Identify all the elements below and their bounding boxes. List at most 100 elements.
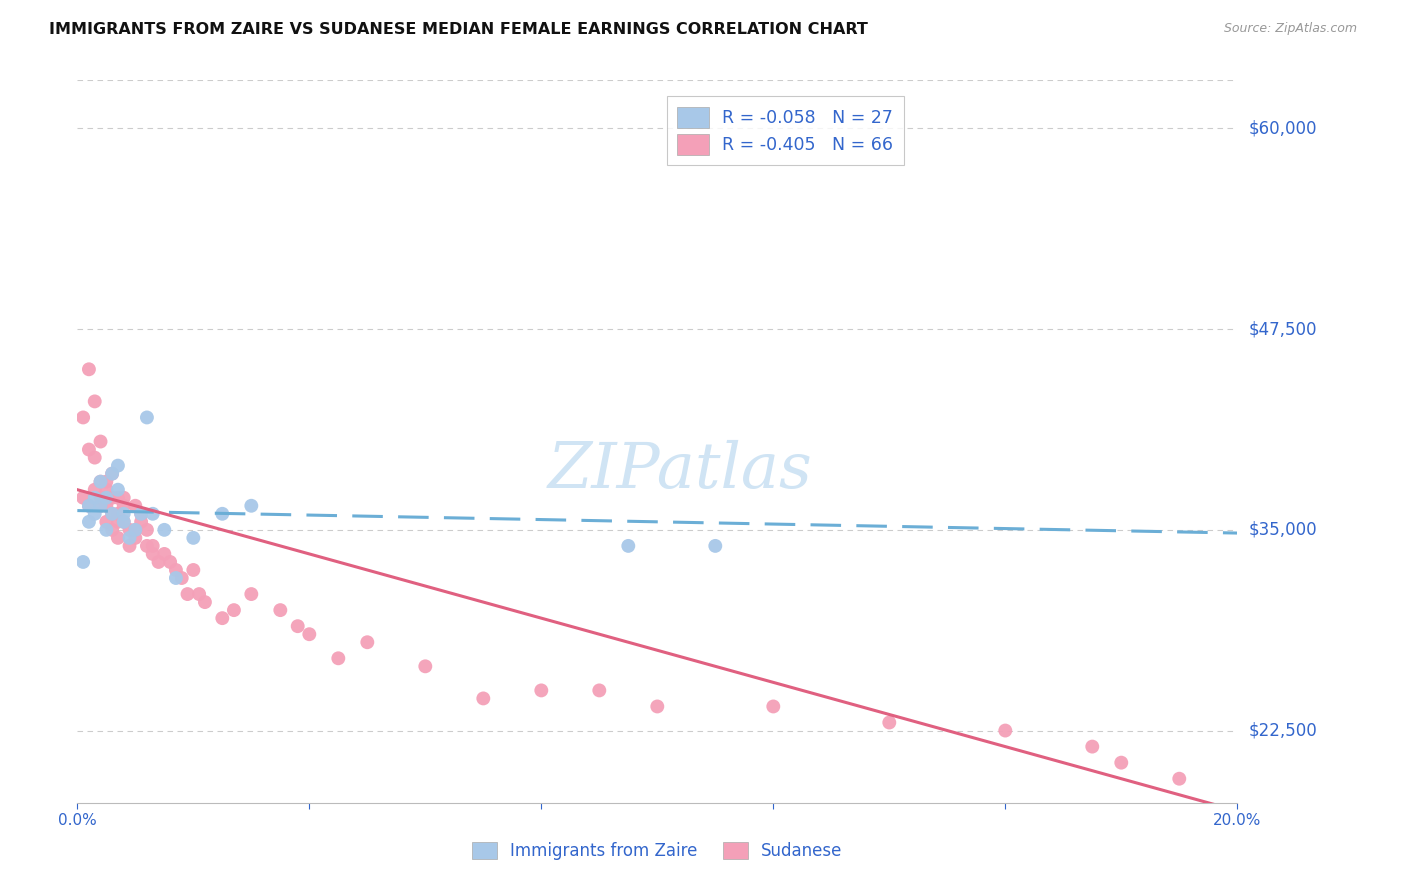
- Point: [124, 499, 146, 513]
- Point: [194, 595, 217, 609]
- Point: [90, 499, 111, 513]
- Point: [1111, 756, 1133, 770]
- Point: [328, 651, 350, 665]
- Point: [90, 434, 111, 449]
- Point: [1081, 739, 1104, 754]
- Point: [107, 491, 129, 505]
- Point: [170, 571, 193, 585]
- Point: [107, 483, 129, 497]
- Point: [129, 515, 152, 529]
- Point: [83, 394, 105, 409]
- Point: [142, 539, 165, 553]
- Point: [90, 499, 111, 513]
- Point: [112, 499, 135, 513]
- Point: [83, 450, 105, 465]
- Point: [762, 699, 785, 714]
- Point: [153, 523, 176, 537]
- Point: [413, 659, 436, 673]
- Text: IMMIGRANTS FROM ZAIRE VS SUDANESE MEDIAN FEMALE EARNINGS CORRELATION CHART: IMMIGRANTS FROM ZAIRE VS SUDANESE MEDIAN…: [49, 22, 868, 37]
- Point: [269, 603, 291, 617]
- Point: [165, 571, 187, 585]
- Point: [129, 507, 152, 521]
- Text: ZIPatlas: ZIPatlas: [548, 440, 813, 501]
- Point: [148, 555, 170, 569]
- Point: [183, 563, 205, 577]
- Point: [647, 699, 669, 714]
- Text: Source: ZipAtlas.com: Source: ZipAtlas.com: [1223, 22, 1357, 36]
- Point: [142, 507, 165, 521]
- Point: [96, 475, 118, 489]
- Point: [96, 515, 118, 529]
- Point: [617, 539, 640, 553]
- Point: [107, 531, 129, 545]
- Point: [101, 491, 124, 505]
- Point: [153, 547, 176, 561]
- Point: [159, 555, 181, 569]
- Y-axis label: Median Female Earnings: Median Female Earnings: [0, 348, 7, 535]
- Point: [1168, 772, 1191, 786]
- Point: [704, 539, 727, 553]
- Point: [118, 539, 141, 553]
- Point: [124, 523, 146, 537]
- Point: [101, 507, 124, 521]
- Point: [298, 627, 321, 641]
- Point: [77, 362, 100, 376]
- Point: [83, 483, 105, 497]
- Point: [124, 531, 146, 545]
- Point: [112, 491, 135, 505]
- Point: [211, 611, 233, 625]
- Point: [240, 499, 263, 513]
- Point: [77, 442, 100, 457]
- Point: [124, 523, 146, 537]
- Point: [142, 547, 165, 561]
- Point: [877, 715, 901, 730]
- Point: [994, 723, 1017, 738]
- Point: [176, 587, 198, 601]
- Point: [112, 507, 135, 521]
- Point: [472, 691, 495, 706]
- Point: [83, 491, 105, 505]
- Point: [136, 410, 159, 425]
- Point: [101, 467, 124, 481]
- Point: [588, 683, 610, 698]
- Point: [136, 539, 159, 553]
- Point: [188, 587, 211, 601]
- Text: $35,000: $35,000: [1249, 521, 1317, 539]
- Point: [222, 603, 245, 617]
- Point: [77, 499, 100, 513]
- Point: [96, 499, 118, 513]
- Point: [77, 515, 100, 529]
- Point: [112, 515, 135, 529]
- Point: [96, 483, 118, 497]
- Point: [101, 467, 124, 481]
- Point: [165, 563, 187, 577]
- Point: [240, 587, 263, 601]
- Legend: Immigrants from Zaire, Sudanese: Immigrants from Zaire, Sudanese: [465, 835, 849, 867]
- Point: [287, 619, 309, 633]
- Point: [136, 523, 159, 537]
- Point: [72, 555, 94, 569]
- Text: $47,500: $47,500: [1249, 320, 1317, 338]
- Point: [83, 507, 105, 521]
- Text: $60,000: $60,000: [1249, 120, 1317, 137]
- Point: [101, 507, 124, 521]
- Point: [118, 523, 141, 537]
- Point: [107, 507, 129, 521]
- Point: [129, 507, 152, 521]
- Point: [72, 410, 94, 425]
- Point: [96, 491, 118, 505]
- Point: [107, 458, 129, 473]
- Point: [118, 531, 141, 545]
- Point: [101, 523, 124, 537]
- Point: [77, 499, 100, 513]
- Point: [356, 635, 378, 649]
- Point: [90, 475, 111, 489]
- Point: [112, 515, 135, 529]
- Point: [96, 523, 118, 537]
- Point: [90, 491, 111, 505]
- Point: [183, 531, 205, 545]
- Point: [211, 507, 233, 521]
- Point: [90, 475, 111, 489]
- Text: $22,500: $22,500: [1249, 722, 1317, 739]
- Point: [72, 491, 94, 505]
